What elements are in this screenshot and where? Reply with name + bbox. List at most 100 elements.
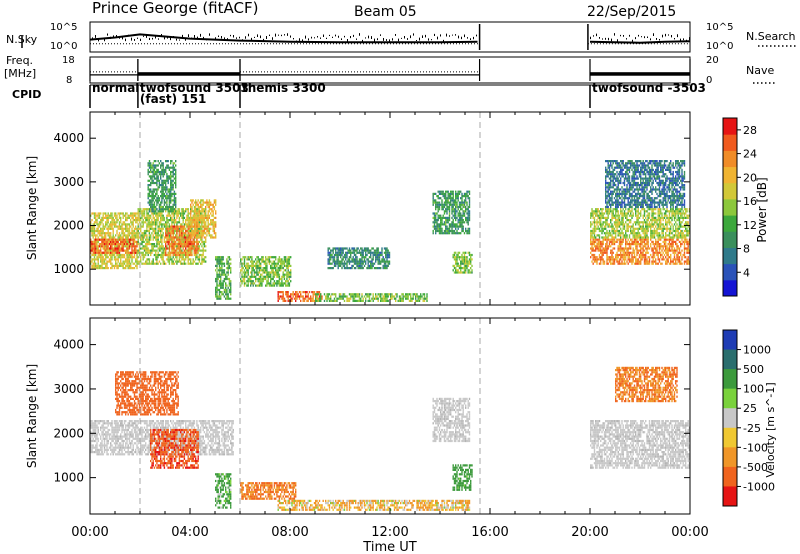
data-cell <box>247 277 249 281</box>
data-cell <box>158 208 161 211</box>
data-cell <box>620 249 622 252</box>
data-cell <box>118 216 121 219</box>
data-cell <box>437 203 439 206</box>
data-cell <box>450 203 452 206</box>
data-cell <box>448 212 451 215</box>
data-cell <box>226 258 228 261</box>
data-cell <box>111 221 113 224</box>
data-cell <box>203 256 206 259</box>
data-cell <box>195 247 197 250</box>
data-cell <box>172 203 174 206</box>
data-cell <box>341 253 343 257</box>
data-cell <box>175 236 177 239</box>
data-cell <box>221 271 223 274</box>
data-cell <box>450 223 452 226</box>
data-cell <box>113 219 116 222</box>
data-cell <box>188 247 191 250</box>
data-cell <box>381 293 383 296</box>
data-cell <box>283 277 286 281</box>
data-cell <box>156 253 158 257</box>
data-cell <box>148 203 151 206</box>
data-cell <box>90 223 92 226</box>
data-cell <box>193 201 196 204</box>
data-cell <box>467 227 469 230</box>
data-cell <box>112 236 114 239</box>
data-cell <box>220 280 222 283</box>
data-cell <box>382 295 384 298</box>
data-cell <box>132 236 134 239</box>
data-cell <box>282 295 284 298</box>
data-cell <box>327 295 329 298</box>
data-cell <box>610 238 612 241</box>
data-cell <box>97 253 99 257</box>
data-cell <box>92 243 94 246</box>
data-cell <box>128 229 131 233</box>
data-cell <box>207 201 209 204</box>
data-cell <box>201 249 203 252</box>
data-cell <box>256 262 258 265</box>
data-cell <box>340 251 342 254</box>
data-cell <box>122 234 124 237</box>
data-cell <box>328 293 331 296</box>
data-cell <box>198 229 201 233</box>
data-cell <box>95 236 97 239</box>
data-cell <box>316 299 318 302</box>
data-cell <box>383 299 386 302</box>
data-cell <box>443 192 446 195</box>
data-cell <box>178 253 181 257</box>
data-cell <box>452 219 454 222</box>
data-cell <box>463 269 466 272</box>
data-cell <box>115 234 117 237</box>
data-cell <box>201 256 203 259</box>
data-cell <box>173 243 176 246</box>
data-cell <box>630 238 632 241</box>
data-cell <box>396 295 398 298</box>
data-cell <box>130 256 132 259</box>
data-cell <box>440 225 442 228</box>
data-cell <box>158 245 161 248</box>
data-cell <box>193 227 196 230</box>
data-cell <box>182 210 184 213</box>
data-cell <box>336 260 338 263</box>
data-cell <box>96 247 98 250</box>
data-cell <box>180 229 182 233</box>
data-cell <box>206 216 208 219</box>
data-cell <box>268 262 271 265</box>
data-cell <box>152 236 154 239</box>
data-cell <box>171 160 173 163</box>
data-cell <box>440 214 442 217</box>
data-cell <box>97 262 99 265</box>
data-cell <box>167 190 169 193</box>
data-cell <box>341 251 343 254</box>
data-cell <box>130 214 132 217</box>
data-cell <box>457 253 459 257</box>
data-cell <box>205 214 207 217</box>
data-cell <box>141 221 143 224</box>
data-cell <box>215 199 217 202</box>
data-cell <box>133 232 136 235</box>
data-cell <box>362 253 364 257</box>
data-cell <box>182 262 184 265</box>
data-cell <box>611 253 613 257</box>
data-cell <box>142 256 144 259</box>
data-cell <box>173 195 176 198</box>
data-cell <box>178 221 181 224</box>
data-cell <box>93 232 96 235</box>
data-cell <box>160 253 162 257</box>
data-cell <box>383 267 386 270</box>
data-cell <box>172 214 174 217</box>
data-cell <box>175 179 177 182</box>
data-cell <box>280 267 282 270</box>
data-cell <box>270 277 272 281</box>
data-cell <box>170 166 172 169</box>
data-cell <box>446 203 448 206</box>
data-cell <box>386 251 388 254</box>
data-cell <box>465 210 467 213</box>
data-cell <box>591 249 593 252</box>
data-cell <box>111 223 113 226</box>
data-cell <box>203 245 206 248</box>
data-cell <box>156 232 158 235</box>
data-cell <box>612 243 614 246</box>
data-cell <box>160 212 162 215</box>
data-cell <box>155 214 157 217</box>
